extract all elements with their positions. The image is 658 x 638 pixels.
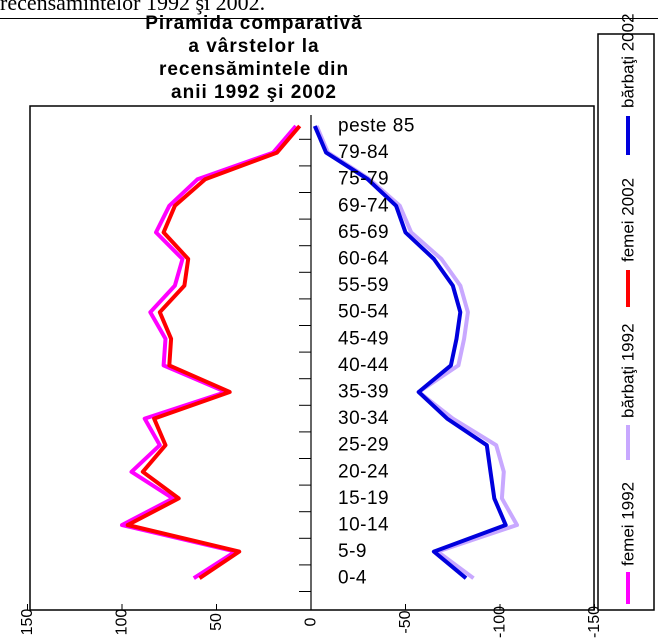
series-lines: [120, 124, 519, 580]
age-group-label: 30-34: [338, 408, 389, 429]
age-group-label: 69-74: [338, 195, 389, 216]
age-group-label: 0-4: [338, 568, 367, 589]
page-caption: recensămintelor 1992 şi 2002.: [0, 0, 266, 15]
age-group-label: 45-49: [338, 328, 389, 349]
series-line: [314, 125, 519, 580]
chart-title-line: Piramida comparativă: [145, 13, 362, 34]
age-group-label: 65-69: [338, 222, 389, 243]
age-group-label: 55-59: [338, 275, 389, 296]
age-group-label: 75-79: [338, 169, 389, 190]
x-tick-label: 100: [114, 609, 131, 636]
x-tick-label: 50: [208, 613, 225, 631]
age-group-label: 60-64: [338, 249, 389, 270]
age-group-label: 25-29: [338, 435, 389, 456]
age-group-label: 35-39: [338, 382, 389, 403]
legend: femei 1992 bărbaţi 1992 femei 2002 bărbaţi …: [619, 13, 638, 604]
legend-label: bărbaţi 1992: [619, 323, 638, 418]
age-group-label: 10-14: [338, 515, 389, 536]
plot-area-frame: [29, 105, 595, 611]
age-group-label: 15-19: [338, 488, 389, 509]
legend-label: femei 1992: [619, 482, 638, 566]
center-axis: [299, 115, 312, 610]
age-group-label: 79-84: [338, 142, 389, 163]
age-group-label: peste 85: [338, 116, 415, 137]
chart-title-line: anii 1992 şi 2002: [171, 82, 337, 103]
caption-divider: [0, 18, 658, 19]
age-group-label: 40-44: [338, 355, 389, 376]
x-tick-label: 0: [303, 617, 320, 626]
series-line: [125, 124, 302, 580]
age-group-label: 50-54: [338, 302, 389, 323]
chart-title-line: a vârstelor la: [188, 36, 319, 57]
x-tick-label: 150: [19, 609, 36, 636]
x-axis: 150 100 50 0 -50 -100 -150: [19, 604, 603, 638]
legend-label: bărbaţi 2002: [619, 13, 638, 108]
age-group-label: 20-24: [338, 461, 389, 482]
x-tick-label: -100: [492, 606, 509, 638]
age-group-labels: 0-4 5-9 10-14 15-19 20-24 25-29 30-34 35-39 40-4…: [338, 116, 415, 589]
x-tick-label: -150: [586, 606, 603, 638]
legend-label: femei 2002: [619, 178, 638, 262]
series-line: [312, 125, 508, 580]
series-line: [120, 124, 298, 580]
chart-title-line: recensămintele din: [159, 59, 349, 80]
x-tick-label: -50: [397, 610, 414, 633]
age-group-label: 5-9: [338, 541, 367, 562]
